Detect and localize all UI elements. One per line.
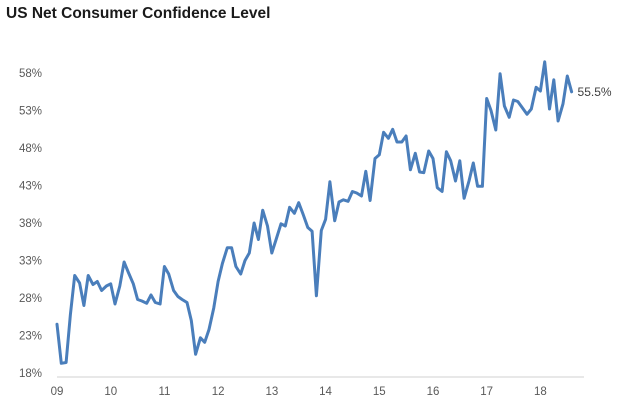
y-tick-label: 28%	[19, 293, 42, 305]
x-tick-label: 16	[427, 386, 440, 398]
x-tick-label: 17	[480, 386, 493, 398]
x-tick-label: 09	[51, 386, 64, 398]
x-tick-label: 14	[319, 386, 332, 398]
y-tick-label: 58%	[19, 68, 42, 80]
x-tick-label: 15	[373, 386, 386, 398]
y-tick-label: 38%	[19, 218, 42, 230]
y-axis: 18% 23% 28% 33% 38% 43% 48% 53% 58%	[19, 68, 42, 380]
y-tick-label: 33%	[19, 256, 42, 268]
y-tick-label: 18%	[19, 368, 42, 380]
x-tick-label: 18	[534, 386, 547, 398]
y-tick-label: 43%	[19, 181, 42, 193]
x-tick-label: 11	[158, 386, 170, 398]
end-value-label: 55.5%	[578, 85, 612, 99]
y-tick-label: 48%	[19, 143, 42, 155]
x-tick-label: 10	[104, 386, 117, 398]
y-tick-label: 53%	[19, 106, 42, 118]
x-tick-label: 13	[265, 386, 278, 398]
series-line	[55, 60, 574, 365]
x-tick-label: 12	[212, 386, 225, 398]
chart-title: US Net Consumer Confidence Level	[6, 5, 271, 22]
y-tick-label: 23%	[19, 331, 42, 343]
x-axis: 09 10 11 12 13 14 15 16 17 18	[51, 376, 584, 398]
